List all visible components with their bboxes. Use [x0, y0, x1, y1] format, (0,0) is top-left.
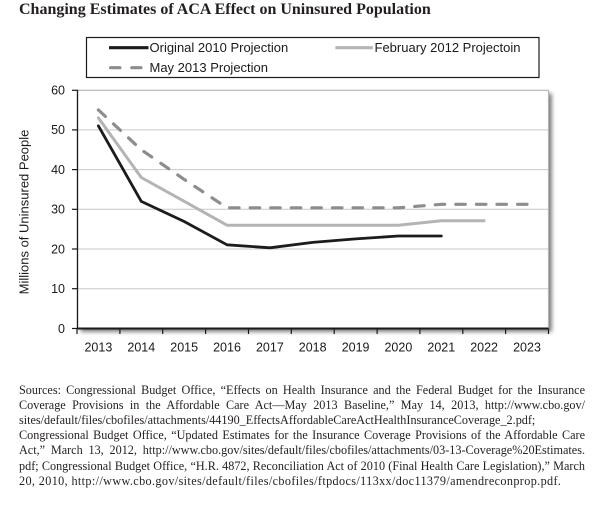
svg-text:10: 10: [51, 282, 65, 296]
svg-text:2016: 2016: [213, 341, 241, 355]
svg-text:30: 30: [51, 203, 65, 217]
svg-text:Original 2010 Projection: Original 2010 Projection: [150, 40, 289, 55]
svg-text:40: 40: [51, 163, 65, 177]
svg-text:February 2012 Projectoin: February 2012 Projectoin: [375, 40, 521, 55]
svg-text:2013: 2013: [84, 341, 112, 355]
svg-text:May 2013 Projection: May 2013 Projection: [150, 60, 269, 75]
svg-text:2015: 2015: [170, 341, 198, 355]
svg-text:2019: 2019: [342, 341, 370, 355]
svg-text:20: 20: [51, 242, 65, 256]
svg-text:2023: 2023: [513, 341, 541, 355]
svg-text:2020: 2020: [384, 341, 412, 355]
svg-text:0: 0: [58, 322, 65, 336]
svg-text:50: 50: [51, 123, 65, 137]
svg-text:2022: 2022: [470, 341, 498, 355]
svg-text:60: 60: [51, 84, 65, 98]
svg-text:Millions of Uninsured People: Millions of Uninsured People: [17, 130, 32, 295]
svg-text:2021: 2021: [427, 341, 455, 355]
svg-text:2017: 2017: [256, 341, 284, 355]
svg-text:2014: 2014: [127, 341, 155, 355]
svg-text:2018: 2018: [299, 341, 327, 355]
